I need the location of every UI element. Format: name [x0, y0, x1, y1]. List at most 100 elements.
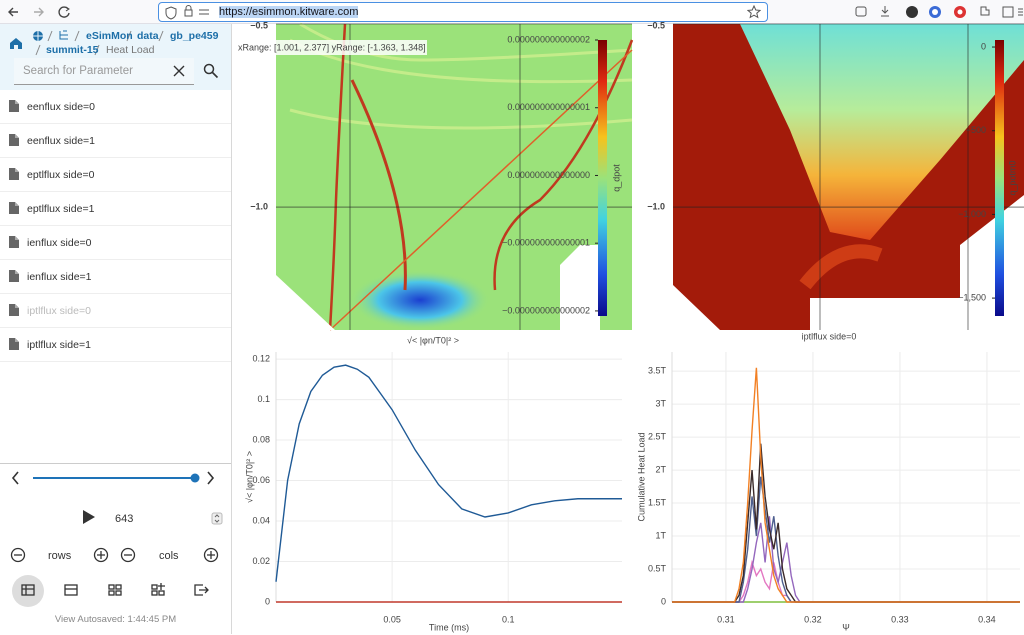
- x-tick-label: 0.33: [891, 614, 909, 624]
- x-tick-label: 0.31: [717, 614, 735, 624]
- heatmap-left: [237, 22, 634, 331]
- colorbar-tick-label: −0.000000000000002: [502, 305, 590, 315]
- y-tick-label: 1.5T: [648, 497, 667, 507]
- parameter-label: ienflux side=1: [27, 271, 92, 283]
- file-icon: [9, 236, 19, 248]
- y-tick-label: 2T: [655, 464, 666, 474]
- parameter-item[interactable]: ienflux side=0: [0, 226, 231, 260]
- colorbar-tick-label: 0.000000000000001: [507, 102, 590, 112]
- y-tick-label: 0.08: [252, 434, 270, 444]
- y-tick-label: 1T: [655, 530, 666, 540]
- sidebar-header: eSimMon data gb_pe459 summit-15 Heat Loa…: [0, 24, 231, 90]
- x-axis-title: Ψ: [842, 622, 850, 632]
- x-axis-title: Time (ms): [429, 622, 469, 632]
- y-axis-title: √< |φn/T0|² >: [244, 451, 254, 503]
- toolbar-icons[interactable]: [850, 0, 1024, 24]
- y-tick-label: 0.5T: [648, 563, 667, 573]
- colorbar-tick-label: 0.000000000000000: [507, 170, 590, 180]
- file-icon: [9, 134, 19, 146]
- data-line: [672, 559, 1020, 603]
- parameter-item[interactable]: iptlflux side=0: [0, 294, 231, 328]
- y-tick-label: 3T: [655, 398, 666, 408]
- clear-icon[interactable]: [172, 64, 186, 78]
- parameter-item[interactable]: eptlflux side=0: [0, 158, 231, 192]
- range-text: xRange: [1.001, 2.377] yRange: [-1.363, …: [238, 42, 426, 52]
- colorbar-title: q_dpot: [611, 164, 621, 192]
- parameter-item[interactable]: eenflux side=1: [0, 124, 231, 158]
- crumb[interactable]: eSimMon: [86, 30, 133, 42]
- data-line: [672, 443, 1020, 603]
- file-icon: [9, 270, 19, 282]
- sidebar: eSimMon data gb_pe459 summit-15 Heat Loa…: [0, 24, 232, 634]
- parameter-item[interactable]: eenflux side=0: [0, 90, 231, 124]
- y-tick-label: −1.0: [250, 201, 268, 211]
- parameter-label: iptlflux side=0: [27, 305, 91, 317]
- parameter-label: eptlflux side=0: [27, 169, 95, 181]
- x-tick-label: 0.1: [502, 614, 515, 624]
- parameter-label: eenflux side=1: [27, 135, 96, 147]
- plot-title: √< |φn/T0|² >: [407, 335, 459, 345]
- file-icon: [9, 168, 19, 180]
- rows-label: rows: [48, 550, 72, 562]
- y-axis-title: Cumulative Heat Load: [636, 432, 646, 521]
- y-tick-label: 3.5T: [648, 366, 667, 376]
- colorbar-tick-label: −1,000: [958, 209, 986, 219]
- y-tick-label: 0.1: [257, 394, 270, 404]
- file-icon: [9, 100, 19, 112]
- search-placeholder: Search for Parameter: [23, 65, 133, 77]
- controls: 643 rows cols View Autosaved: 1:44:45 PM: [0, 463, 231, 635]
- crumb[interactable]: summit-15: [46, 44, 99, 56]
- y-tick-label: 0: [661, 596, 666, 606]
- crumb[interactable]: data: [137, 30, 159, 42]
- autosave-text[interactable]: View Autosaved: 1:44:45 PM: [54, 614, 177, 625]
- y-tick-label: −1.0: [647, 201, 665, 211]
- cols-label: cols: [159, 550, 179, 562]
- colorbar-tick-label: −500: [966, 125, 986, 135]
- bookmark-star[interactable]: [747, 5, 761, 19]
- search-icon[interactable]: [203, 63, 219, 79]
- y-tick-label: 0.02: [252, 556, 270, 566]
- file-icon: [9, 338, 19, 350]
- y-tick-label: 2.5T: [648, 431, 667, 441]
- url-box[interactable]: https://esimmon.kitware.com: [158, 2, 768, 22]
- data-line: [275, 364, 622, 582]
- parameter-list: eenflux side=0 eenflux side=1 eptlflux sid…: [0, 90, 231, 362]
- file-icon: [9, 304, 19, 316]
- y-tick-label: 0: [265, 596, 270, 606]
- x-tick-label: 0.32: [804, 614, 822, 624]
- url-text: https://esimmon.kitware.com: [219, 6, 359, 18]
- search-box[interactable]: Search for Parameter: [14, 58, 194, 85]
- control-icons[interactable]: [0, 464, 231, 635]
- colorbar: [995, 40, 1004, 316]
- x-tick-label: 0.05: [383, 614, 401, 624]
- nav-buttons[interactable]: [0, 0, 150, 24]
- parameter-item[interactable]: eptlflux side=1: [0, 192, 231, 226]
- colorbar-title: q_potm0: [1007, 160, 1017, 195]
- url-icons: [165, 5, 209, 20]
- parameter-label: eenflux side=0: [27, 101, 96, 113]
- y-tick-label: 0.12: [252, 353, 270, 363]
- colorbar-tick-label: 0.000000000000002: [507, 34, 590, 44]
- heatmap-right: [673, 24, 1024, 330]
- crumb[interactable]: gb_pe459: [170, 30, 219, 42]
- colorbar-tick-label: −1,500: [958, 292, 986, 302]
- parameter-item[interactable]: ienflux side=1: [0, 260, 231, 294]
- colorbar-tick-label: 0: [981, 41, 986, 51]
- data-line: [672, 476, 1020, 603]
- browser-bar: https://esimmon.kitware.com: [0, 0, 1024, 24]
- data-line: [672, 367, 1020, 603]
- data-line: [672, 516, 1020, 603]
- plot-title: iptlflux side=0: [802, 331, 857, 341]
- colorbar-tick-label: −0.000000000000001: [502, 238, 590, 248]
- y-tick-label: 0.04: [252, 515, 270, 525]
- x-tick-label: 0.34: [978, 614, 996, 624]
- parameter-item[interactable]: iptlflux side=1: [0, 328, 231, 362]
- parameter-label: iptlflux side=1: [27, 339, 91, 351]
- parameter-label: eptlflux side=1: [27, 203, 95, 215]
- frame-number: 643: [115, 513, 134, 525]
- parameter-label: ienflux side=0: [27, 237, 92, 249]
- colorbar: [598, 40, 607, 316]
- file-icon: [9, 202, 19, 214]
